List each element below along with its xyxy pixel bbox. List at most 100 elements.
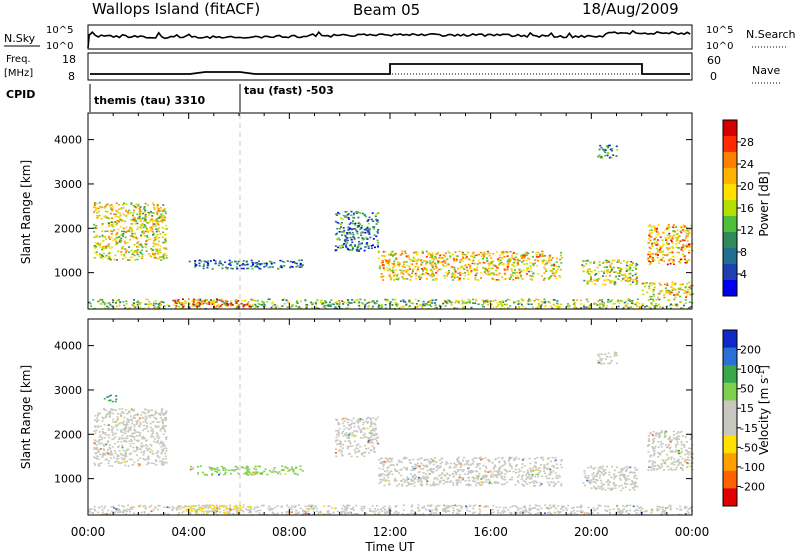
echo-cell (360, 437, 362, 439)
echo-cell (348, 419, 350, 421)
echo-cell (560, 485, 562, 487)
echo-cell (369, 217, 371, 219)
echo-cell (132, 219, 134, 221)
power-y-axis-label: Slant Range [km] (19, 160, 33, 264)
echo-cell (382, 279, 384, 281)
echo-cell (252, 299, 254, 301)
echo-cell (522, 300, 524, 302)
echo-cell (281, 512, 283, 514)
echo-cell (556, 463, 558, 465)
echo-cell (161, 221, 163, 223)
echo-cell (509, 261, 511, 263)
echo-cell (146, 230, 148, 232)
echo-cell (478, 482, 480, 484)
echo-cell (137, 460, 139, 462)
echo-cell (126, 461, 128, 463)
echo-cell (442, 303, 444, 305)
echo-cell (501, 254, 503, 256)
echo-cell (345, 244, 347, 246)
echo-cell (121, 408, 123, 410)
echo-cell (463, 268, 465, 270)
echo-cell (431, 302, 433, 304)
echo-cell (679, 506, 681, 508)
echo-cell (103, 408, 105, 410)
echo-cell (672, 242, 674, 244)
echo-cell (147, 431, 149, 433)
echo-cell (154, 414, 156, 416)
echo-cell (95, 415, 97, 417)
echo-cell (593, 262, 595, 264)
echo-cell (606, 272, 608, 274)
echo-cell (239, 265, 241, 267)
echo-cell (472, 302, 474, 304)
echo-cell (90, 305, 92, 307)
echo-cell (189, 512, 191, 514)
echo-cell (388, 508, 390, 510)
echo-cell (99, 243, 101, 245)
echo-cell (112, 299, 114, 301)
echo-cell (349, 245, 351, 247)
echo-cell (354, 238, 356, 240)
echo-cell (486, 301, 488, 303)
echo-cell (507, 252, 509, 254)
echo-cell (258, 263, 260, 265)
echo-cell (188, 298, 190, 300)
echo-cell (676, 239, 678, 241)
echo-cell (88, 302, 90, 304)
echo-cell (131, 250, 133, 252)
echo-cell (219, 261, 221, 263)
echo-cell (129, 511, 131, 513)
echo-cell (462, 257, 464, 259)
echo-cell (120, 429, 122, 431)
echo-cell (368, 233, 370, 235)
echo-cell (123, 424, 125, 426)
echo-cell (279, 471, 281, 473)
echo-cell (133, 409, 135, 411)
echo-cell (123, 228, 125, 230)
echo-cell (336, 228, 338, 230)
echo-cell (684, 290, 686, 292)
echo-cell (518, 475, 520, 477)
echo-cell (354, 302, 356, 304)
echo-cell (457, 276, 459, 278)
echo-cell (101, 299, 103, 301)
echo-cell (141, 436, 143, 438)
echo-cell (556, 300, 558, 302)
echo-cell (622, 511, 624, 513)
echo-cell (158, 303, 160, 305)
echo-cell (194, 505, 196, 507)
echo-cell (660, 236, 662, 238)
echo-cell (612, 260, 614, 262)
echo-cell (163, 434, 165, 436)
echo-cell (421, 507, 423, 509)
echo-cell (273, 513, 275, 515)
echo-cell (143, 208, 145, 210)
echo-cell (221, 299, 223, 301)
echo-cell (613, 267, 615, 269)
echo-cell (605, 275, 607, 277)
echo-cell (486, 257, 488, 259)
echo-cell (456, 484, 458, 486)
echo-cell (118, 209, 120, 211)
echo-cell (549, 255, 551, 257)
echo-cell (112, 206, 114, 208)
echo-cell (523, 510, 525, 512)
echo-cell (139, 227, 141, 229)
echo-cell (463, 278, 465, 280)
echo-cell (411, 505, 413, 507)
power-echo-layer (88, 145, 694, 310)
echo-cell (674, 283, 676, 285)
echo-cell (593, 261, 595, 263)
echo-cell (130, 219, 132, 221)
echo-cell (210, 260, 212, 262)
echo-cell (358, 237, 360, 239)
echo-cell (339, 228, 341, 230)
echo-cell (434, 509, 436, 511)
echo-cell (607, 301, 609, 303)
echo-cell (459, 474, 461, 476)
echo-cell (633, 506, 635, 508)
echo-cell (475, 300, 477, 302)
echo-cell (487, 506, 489, 508)
echo-cell (154, 425, 156, 427)
echo-cell (517, 278, 519, 280)
